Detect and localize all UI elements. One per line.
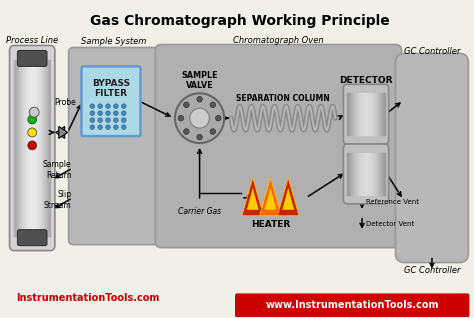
Circle shape [210,129,216,134]
Text: Detector Vent: Detector Vent [366,221,414,227]
Circle shape [29,107,39,117]
Text: Sample
Return: Sample Return [43,160,72,180]
Text: BYPASS
FILTER: BYPASS FILTER [92,79,130,98]
Circle shape [121,104,126,108]
FancyBboxPatch shape [18,230,47,245]
Circle shape [90,125,94,129]
Circle shape [210,102,216,107]
FancyBboxPatch shape [395,53,468,263]
Circle shape [106,111,110,115]
Circle shape [121,125,126,129]
Text: HEATER: HEATER [251,220,290,229]
Circle shape [106,104,110,108]
Circle shape [98,118,102,122]
Circle shape [121,118,126,122]
Circle shape [216,115,221,121]
FancyBboxPatch shape [18,51,47,66]
Circle shape [98,125,102,129]
Circle shape [190,108,210,128]
Circle shape [175,93,224,143]
Circle shape [197,134,202,140]
FancyBboxPatch shape [343,144,389,204]
Circle shape [98,111,102,115]
Circle shape [28,128,36,137]
Circle shape [106,118,110,122]
Text: GC Controller: GC Controller [404,47,460,57]
Text: Process Line: Process Line [6,36,58,45]
Circle shape [28,141,36,150]
Circle shape [114,125,118,129]
FancyBboxPatch shape [9,45,55,251]
Polygon shape [56,127,64,138]
Circle shape [90,111,94,115]
Circle shape [183,102,189,107]
FancyBboxPatch shape [235,294,469,317]
Text: Sample System: Sample System [81,38,146,46]
Circle shape [106,125,110,129]
Text: GC Controller: GC Controller [404,266,460,274]
Circle shape [197,96,202,102]
Circle shape [28,115,36,124]
Polygon shape [283,188,294,210]
Text: Gas Chromatograph Working Principle: Gas Chromatograph Working Principle [90,14,390,28]
Text: SAMPLE
VALVE: SAMPLE VALVE [182,71,218,90]
Circle shape [90,104,94,108]
Circle shape [98,104,102,108]
Polygon shape [247,188,259,210]
Circle shape [121,111,126,115]
Polygon shape [242,178,264,216]
Text: InstrumentationTools.com: InstrumentationTools.com [17,294,160,303]
Text: DETECTOR: DETECTOR [339,76,393,85]
Polygon shape [59,127,68,138]
Circle shape [178,115,183,121]
Circle shape [114,118,118,122]
FancyBboxPatch shape [343,84,389,144]
Text: Chromatograph Oven: Chromatograph Oven [233,36,324,45]
FancyBboxPatch shape [82,66,140,136]
Circle shape [90,118,94,122]
Text: Reference Vent: Reference Vent [366,199,419,205]
Text: Slip
Stream: Slip Stream [44,190,72,210]
Text: www.InstrumentationTools.com: www.InstrumentationTools.com [265,301,439,310]
Text: Carrier Gas: Carrier Gas [178,207,221,216]
Polygon shape [277,178,299,216]
Polygon shape [260,178,281,216]
FancyBboxPatch shape [155,45,401,248]
Text: SEPARATION COLUMN: SEPARATION COLUMN [237,94,330,103]
Circle shape [114,104,118,108]
Polygon shape [264,188,276,210]
Circle shape [114,111,118,115]
Circle shape [183,129,189,134]
Text: Probe: Probe [54,98,76,107]
FancyBboxPatch shape [69,47,159,245]
